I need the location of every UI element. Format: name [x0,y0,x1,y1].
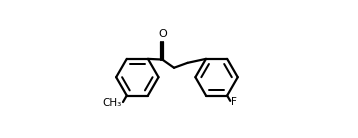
Text: CH₃: CH₃ [102,98,122,108]
Text: F: F [231,97,237,107]
Text: O: O [158,29,166,39]
